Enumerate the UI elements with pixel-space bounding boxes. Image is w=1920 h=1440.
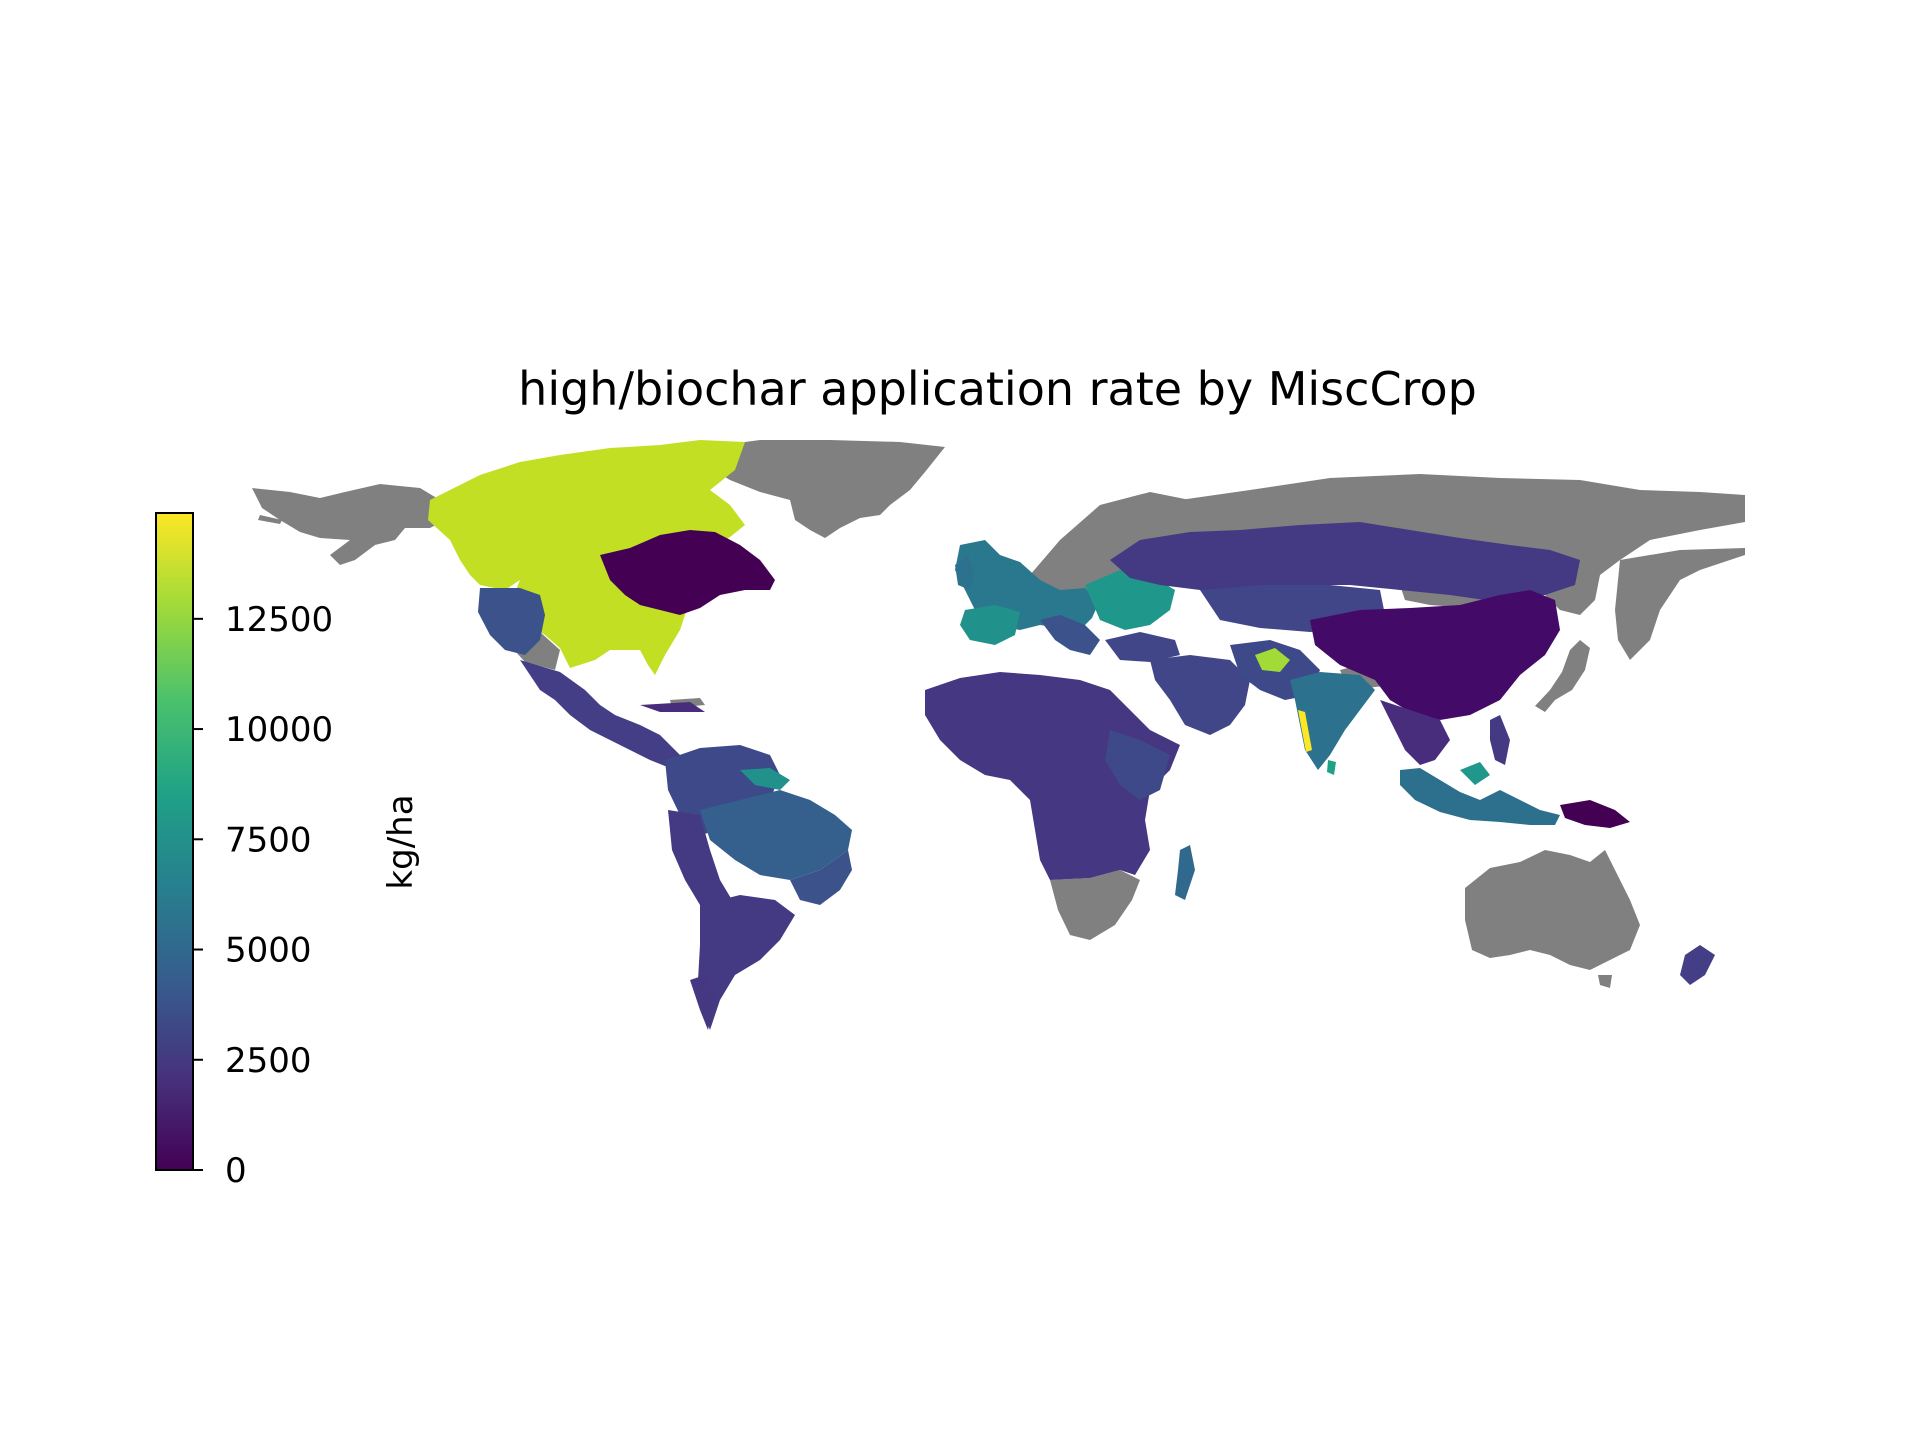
region-greenland bbox=[700, 440, 945, 538]
region-northern-south-america bbox=[665, 745, 780, 835]
region-afghanistan bbox=[1255, 648, 1290, 672]
colorbar-ticks: 0 2500 5000 7500 10000 12500 bbox=[193, 600, 333, 1191]
region-aleutians bbox=[258, 515, 282, 524]
region-patagonia bbox=[690, 975, 715, 1030]
region-southeast-asia bbox=[1380, 700, 1450, 765]
region-india bbox=[1290, 672, 1375, 770]
region-italy-balkans bbox=[1040, 615, 1100, 655]
colorbar-tick-label: 12500 bbox=[225, 600, 333, 640]
region-madagascar bbox=[1175, 845, 1195, 900]
region-southern-africa bbox=[1050, 870, 1140, 940]
region-canada-us-east bbox=[428, 440, 745, 675]
region-africa bbox=[925, 672, 1180, 880]
region-borneo-north bbox=[1460, 762, 1490, 785]
region-indonesia-malaysia bbox=[1400, 768, 1560, 825]
region-eastern-europe bbox=[1085, 570, 1175, 630]
region-india-west-coast bbox=[1298, 710, 1312, 752]
region-brazil-central bbox=[700, 790, 852, 880]
region-turkey bbox=[1105, 632, 1180, 662]
region-quebec-labrador bbox=[600, 530, 775, 615]
choropleth-map bbox=[252, 440, 1745, 1030]
region-russia-far-east bbox=[1615, 548, 1745, 660]
colorbar-tick-label: 10000 bbox=[225, 710, 333, 750]
colorbar-tick-label: 7500 bbox=[225, 820, 312, 860]
region-us-west bbox=[478, 588, 545, 655]
region-iberia bbox=[960, 605, 1020, 645]
region-philippines bbox=[1490, 715, 1510, 765]
region-sri-lanka bbox=[1327, 760, 1336, 775]
colorbar-tick-label: 2500 bbox=[225, 1041, 312, 1081]
chart-title: high/biochar application rate by MiscCro… bbox=[518, 362, 1477, 416]
colorbar-tick-label: 5000 bbox=[225, 931, 312, 971]
region-new-zealand bbox=[1680, 945, 1715, 985]
region-tasmania bbox=[1598, 975, 1612, 988]
region-brazil-east bbox=[790, 850, 852, 905]
region-china bbox=[1310, 590, 1560, 720]
colorbar-label: kg/ha bbox=[381, 794, 421, 889]
region-alaska bbox=[252, 484, 445, 565]
region-middle-east bbox=[1150, 655, 1250, 735]
region-russia-central bbox=[1110, 522, 1580, 600]
region-papua bbox=[1560, 800, 1630, 828]
region-uk-ireland bbox=[955, 555, 975, 590]
region-southern-cone bbox=[698, 895, 795, 1030]
region-mexico-central-america bbox=[520, 660, 700, 775]
region-japan bbox=[1535, 640, 1590, 712]
colorbar: 0 2500 5000 7500 10000 12500 kg/ha bbox=[155, 512, 421, 1191]
region-peru-bolivia bbox=[668, 810, 735, 920]
region-east-africa bbox=[1105, 730, 1170, 800]
region-cuba bbox=[640, 702, 705, 712]
colorbar-scale bbox=[155, 512, 194, 1171]
colorbar-tick-label: 0 bbox=[225, 1151, 247, 1191]
region-guianas bbox=[740, 768, 790, 790]
region-australia bbox=[1465, 850, 1640, 970]
